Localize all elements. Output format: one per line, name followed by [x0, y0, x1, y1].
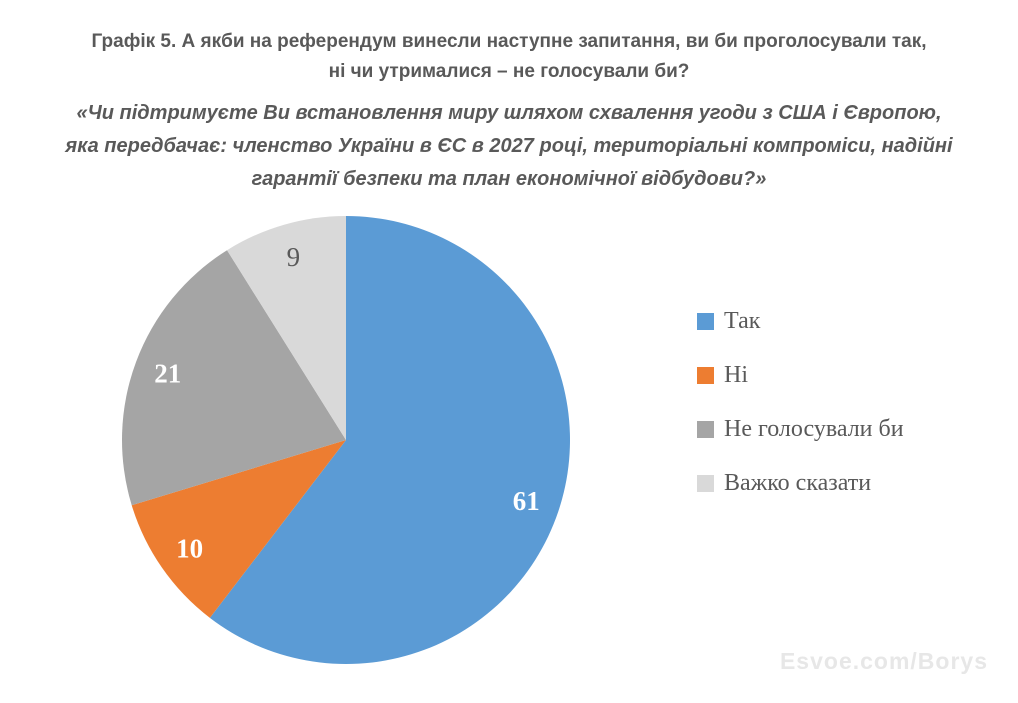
chart-subtitle-line-3: гарантії безпеки та план економічної від… — [251, 168, 767, 190]
watermark: Esvoe.com/Borys — [779, 648, 988, 674]
pie-slice-Так — [209, 216, 571, 664]
legend-item-ne-holosuvaly: Не голосували би — [697, 402, 904, 456]
legend-item-tak: Так — [697, 294, 904, 348]
pie-chart: 61 10 21 9 — [121, 216, 571, 664]
pie-slice-Не голосували би — [121, 250, 346, 506]
chart-title-line-1: Графік 5. А якби на референдум винесли н… — [91, 31, 927, 52]
chart-subtitle-line-2: яка передбачає: членство України в ЄС в … — [65, 135, 953, 157]
legend-item-ni: Ні — [697, 348, 904, 402]
legend-label-vazhko-skazaty: Важко сказати — [724, 469, 872, 496]
chart-subtitle-line-1: «Чи підтримуєте Ви встановлення миру шля… — [76, 102, 942, 124]
legend-swatch-tak — [697, 312, 714, 330]
legend-label-ne-holosuvaly: Не голосували би — [724, 415, 904, 442]
pie-data-label-Так: 61 — [513, 486, 540, 516]
pie-slice-Важко сказати — [227, 216, 346, 440]
legend-label-ni: Ні — [724, 361, 748, 388]
pie-data-label-Не голосували би: 21 — [154, 358, 181, 388]
chart-title-line-2: ні чи утрималися – не голосували би? — [328, 61, 690, 82]
pie-data-label-Ні: 10 — [176, 534, 203, 564]
pie-slice-Ні — [131, 440, 346, 618]
chart-title: Графік 5. А якби на референдум винесли н… — [0, 27, 1018, 87]
chart-subtitle: «Чи підтримуєте Ви встановлення миру шля… — [0, 97, 1018, 196]
legend-swatch-ni — [697, 366, 714, 384]
legend-swatch-vazhko-skazaty — [697, 474, 714, 492]
legend-label-tak: Так — [724, 307, 761, 334]
legend-item-vazhko-skazaty: Важко сказати — [697, 456, 904, 510]
legend-swatch-ne-holosuvaly — [697, 420, 714, 438]
chart-legend: Так Ні Не голосували би Важко сказати — [697, 294, 904, 510]
pie-data-label-Важко сказати: 9 — [287, 242, 301, 272]
